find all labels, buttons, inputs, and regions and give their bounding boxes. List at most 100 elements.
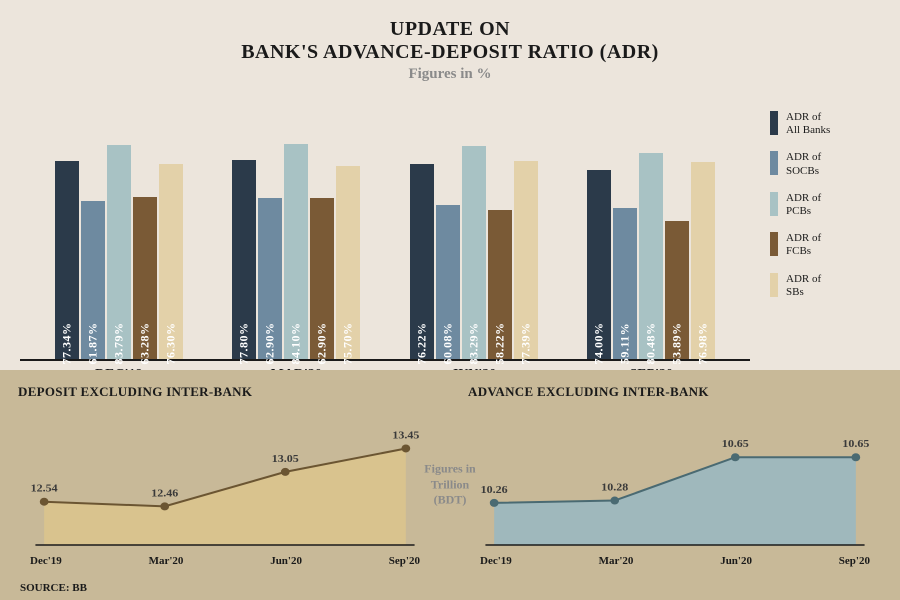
area-marker — [490, 499, 499, 507]
legend-text: ADR ofAll Banks — [786, 111, 830, 137]
area-x-label: Dec'19 — [480, 555, 512, 567]
legend-item: ADR ofFCBs — [770, 232, 880, 258]
bar-value-label: 83.79% — [111, 323, 126, 365]
bar-value-label: 58.22% — [492, 323, 507, 365]
bar-value-label: 76.22% — [414, 323, 429, 365]
bar-group: 74.00%59.11%80.48%53.89%76.98%SEP'20 — [587, 153, 715, 359]
area-panel-left: DEPOSIT EXCLUDING INTER-BANK 12.5412.461… — [0, 370, 450, 600]
bar-value-label: 60.08% — [440, 323, 455, 365]
area-point-label: 12.54 — [31, 483, 58, 494]
area-point-label: 10.65 — [722, 439, 749, 450]
area-x-label: Jun'20 — [270, 555, 302, 567]
bar-value-label: 76.98% — [696, 323, 711, 365]
bar: 77.80% — [232, 160, 256, 359]
area-xlabels-left: Dec'19 Mar'20 Jun'20 Sep'20 — [18, 551, 432, 567]
bar: 83.29% — [462, 146, 486, 359]
bar: 59.11% — [613, 208, 637, 359]
title-line-2: BANK'S ADVANCE-DEPOSIT RATIO (ADR) — [20, 41, 880, 64]
bar: 62.90% — [310, 198, 334, 359]
area-marker — [851, 453, 860, 461]
bar: 76.22% — [410, 164, 434, 359]
bar-value-label: 74.00% — [592, 323, 607, 365]
area-fill — [44, 448, 406, 545]
bar: 60.08% — [436, 205, 460, 359]
area-x-label: Mar'20 — [599, 555, 634, 567]
legend-text: ADR ofSBs — [786, 273, 821, 299]
area-xlabels-right: Dec'19 Mar'20 Jun'20 Sep'20 — [468, 551, 882, 567]
area-panel-right: ADVANCE EXCLUDING INTER-BANK 10.2610.281… — [450, 370, 900, 600]
area-point-label: 13.05 — [272, 453, 299, 464]
area-point-label: 13.45 — [392, 430, 419, 441]
area-x-label: Sep'20 — [389, 555, 420, 567]
area-chart-left: 12.54 12.46 13.05 13.45 — [18, 406, 432, 551]
bar-value-label: 63.28% — [137, 323, 152, 365]
area-x-label: Dec'19 — [30, 555, 62, 567]
area-x-label: Mar'20 — [149, 555, 184, 567]
title-subtitle: Figures in % — [20, 66, 880, 83]
bar-value-label: 80.48% — [644, 323, 659, 365]
area-marker — [610, 497, 619, 505]
area-title-right: ADVANCE EXCLUDING INTER-BANK — [468, 384, 882, 400]
bar-value-label: 59.11% — [618, 323, 633, 364]
bar-value-label: 53.89% — [670, 323, 685, 365]
area-marker — [160, 502, 169, 510]
legend-text: ADR ofSOCBs — [786, 151, 821, 177]
bar: 62.90% — [258, 198, 282, 359]
area-x-label: Sep'20 — [839, 555, 870, 567]
bar: 75.70% — [336, 166, 360, 359]
bar: 77.39% — [514, 161, 538, 359]
bar-group: 76.22%60.08%83.29%58.22%77.39%JUN'20 — [410, 146, 538, 359]
bar: 76.98% — [691, 162, 715, 359]
bar-value-label: 83.29% — [466, 323, 481, 365]
bars-region: 77.34%61.87%83.79%63.28%76.30%DEC'19 77.8… — [20, 101, 750, 361]
bar: 53.89% — [665, 221, 689, 359]
bar: 77.34% — [55, 161, 79, 359]
legend-swatch — [770, 232, 778, 256]
area-marker — [401, 444, 410, 452]
area-marker — [731, 453, 740, 461]
bar-value-label: 62.90% — [315, 323, 330, 365]
legend-text: ADR ofFCBs — [786, 232, 821, 258]
bar: 63.28% — [133, 197, 157, 359]
legend-swatch — [770, 273, 778, 297]
bar-value-label: 77.80% — [237, 323, 252, 365]
legend-text: ADR ofPCBs — [786, 192, 821, 218]
legend-swatch — [770, 192, 778, 216]
legend-item: ADR ofSOCBs — [770, 151, 880, 177]
area-point-label: 10.65 — [842, 439, 869, 450]
bottom-section: DEPOSIT EXCLUDING INTER-BANK 12.5412.461… — [0, 370, 900, 600]
bar-value-label: 77.34% — [59, 323, 74, 365]
top-section: UPDATE ON BANK'S ADVANCE-DEPOSIT RATIO (… — [0, 0, 900, 370]
bar: 61.87% — [81, 201, 105, 359]
legend-item: ADR ofAll Banks — [770, 111, 880, 137]
bar: 76.30% — [159, 164, 183, 359]
legend: ADR ofAll Banks ADR ofSOCBs ADR ofPCBs ADR … — [750, 101, 880, 361]
area-marker — [40, 498, 49, 506]
bar: 83.79% — [107, 145, 131, 359]
bar-group: 77.80%62.90%84.10%62.90%75.70%MAR'20 — [232, 144, 360, 359]
bar: 80.48% — [639, 153, 663, 359]
area-point-label: 10.26 — [481, 484, 508, 495]
legend-swatch — [770, 111, 778, 135]
bar-value-label: 77.39% — [518, 323, 533, 365]
bar: 58.22% — [488, 210, 512, 359]
area-chart-right: 10.26 10.28 10.65 10.65 — [468, 406, 882, 551]
bar: 84.10% — [284, 144, 308, 359]
area-svg-left: 12.54 12.46 13.05 13.45 — [18, 406, 432, 551]
title-block: UPDATE ON BANK'S ADVANCE-DEPOSIT RATIO (… — [20, 18, 880, 83]
area-svg-right: 10.26 10.28 10.65 10.65 — [468, 406, 882, 551]
bar-value-label: 76.30% — [163, 323, 178, 365]
bar-value-label: 62.90% — [263, 323, 278, 365]
bar-group: 77.34%61.87%83.79%63.28%76.30%DEC'19 — [55, 145, 183, 359]
bar: 74.00% — [587, 170, 611, 359]
area-x-label: Jun'20 — [720, 555, 752, 567]
area-point-label: 10.28 — [601, 482, 628, 493]
bar-value-label: 61.87% — [85, 323, 100, 365]
bar-value-label: 84.10% — [289, 323, 304, 365]
area-title-left: DEPOSIT EXCLUDING INTER-BANK — [18, 384, 432, 400]
legend-swatch — [770, 151, 778, 175]
title-line-1: UPDATE ON — [20, 18, 880, 41]
area-marker — [281, 468, 290, 476]
area-point-label: 12.46 — [151, 488, 178, 499]
legend-item: ADR ofSBs — [770, 273, 880, 299]
